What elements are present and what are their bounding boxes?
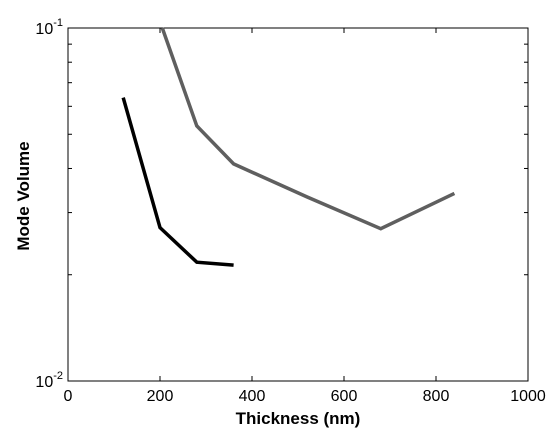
series-line-2 — [160, 27, 456, 231]
x-axis-ticks: 0 200 400 600 800 1000 — [64, 28, 546, 405]
y-tick-label: 10-2 — [35, 370, 63, 391]
y-tick-label-base: 10 — [35, 374, 53, 391]
y-axis-title: Mode Volume — [14, 141, 33, 250]
y-tick-label-exponent: -1 — [53, 17, 63, 29]
y-tick-label-exponent: -2 — [53, 370, 63, 382]
plot-area — [67, 27, 529, 382]
y-tick-label-base: 10 — [35, 21, 53, 38]
series-layer — [121, 27, 456, 267]
x-axis-title: Thickness (nm) — [236, 409, 361, 428]
x-tick-label: 200 — [147, 388, 174, 405]
y-axis-ticks: 10-210-1 — [35, 17, 528, 391]
series-line-1 — [121, 97, 234, 267]
x-tick-label: 1000 — [510, 388, 546, 405]
y-minor-ticks — [68, 43, 528, 276]
y-tick-label: 10-1 — [35, 17, 63, 38]
x-tick-label: 800 — [423, 388, 450, 405]
x-tick-label: 0 — [64, 388, 73, 405]
x-tick-label: 400 — [239, 388, 266, 405]
x-tick-label: 600 — [331, 388, 358, 405]
